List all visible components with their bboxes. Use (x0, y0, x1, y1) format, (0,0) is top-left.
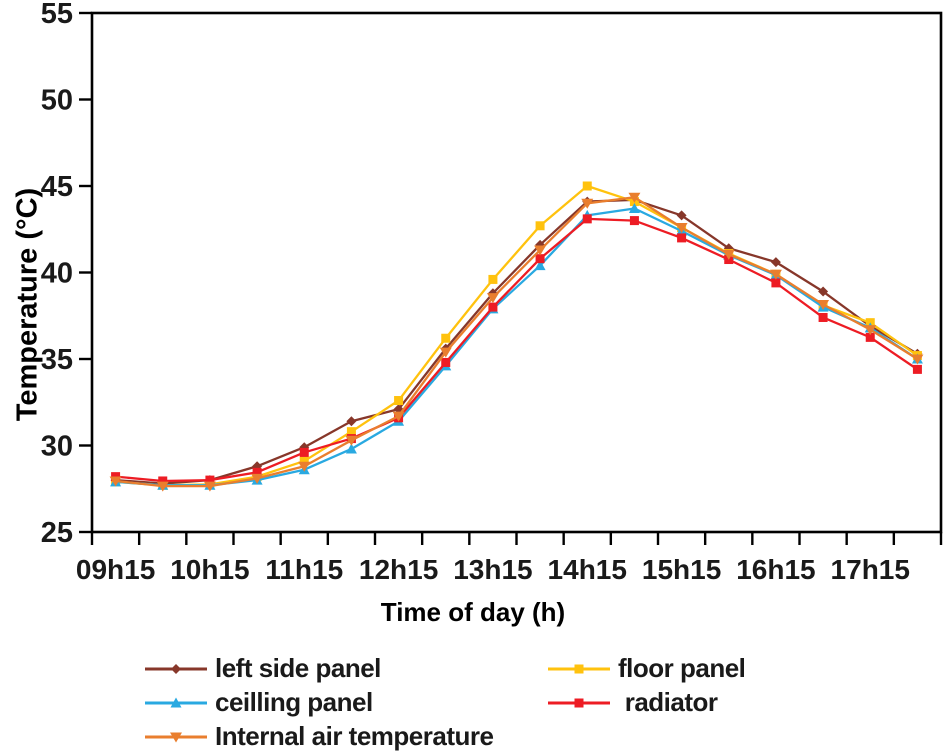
svg-text:30: 30 (41, 431, 73, 463)
chart-legend: left side panel floor panel ceilling panel… (145, 653, 905, 751)
svg-text:15h15: 15h15 (642, 554, 721, 585)
svg-text:14h15: 14h15 (548, 554, 627, 585)
svg-text:50: 50 (41, 85, 73, 117)
legend-marker-icon (145, 732, 207, 742)
legend-item-ceilling-panel: ceilling panel (145, 687, 548, 717)
svg-text:17h15: 17h15 (831, 554, 910, 585)
svg-text:12h15: 12h15 (359, 554, 438, 585)
svg-text:25: 25 (41, 517, 73, 549)
legend-marker-icon (145, 697, 207, 707)
svg-text:40: 40 (41, 258, 73, 290)
x-axis-title: Time of day (h) (380, 597, 566, 627)
svg-text:11h15: 11h15 (265, 554, 343, 585)
legend-label: radiator (618, 687, 718, 717)
legend-item-internal-air-temperature: Internal air temperature (145, 721, 548, 751)
chart-plot-area: 25 30 35 40 45 50 55 09h15 10h15 11h15 12h15 13h15 1… (41, 0, 943, 585)
svg-text:13h15: 13h15 (453, 554, 532, 585)
legend-marker-icon (548, 664, 610, 673)
y-axis-title: Temperature (°C) (11, 187, 44, 422)
legend-label: Internal air temperature (215, 721, 494, 751)
legend-item-left-side-panel: left side panel (145, 653, 548, 683)
svg-text:16h15: 16h15 (736, 554, 815, 585)
legend-item-radiator: radiator (548, 687, 905, 717)
legend-label: floor panel (618, 653, 746, 683)
legend-label: left side panel (215, 653, 381, 683)
legend-marker-icon (145, 663, 207, 674)
svg-text:10h15: 10h15 (170, 554, 249, 585)
svg-text:09h15: 09h15 (76, 554, 155, 585)
legend-item-floor-panel: floor panel (548, 653, 905, 683)
svg-text:35: 35 (41, 344, 73, 376)
svg-text:45: 45 (41, 171, 73, 203)
svg-text:55: 55 (41, 0, 73, 30)
legend-label: ceilling panel (215, 687, 373, 717)
legend-marker-icon (548, 698, 610, 707)
